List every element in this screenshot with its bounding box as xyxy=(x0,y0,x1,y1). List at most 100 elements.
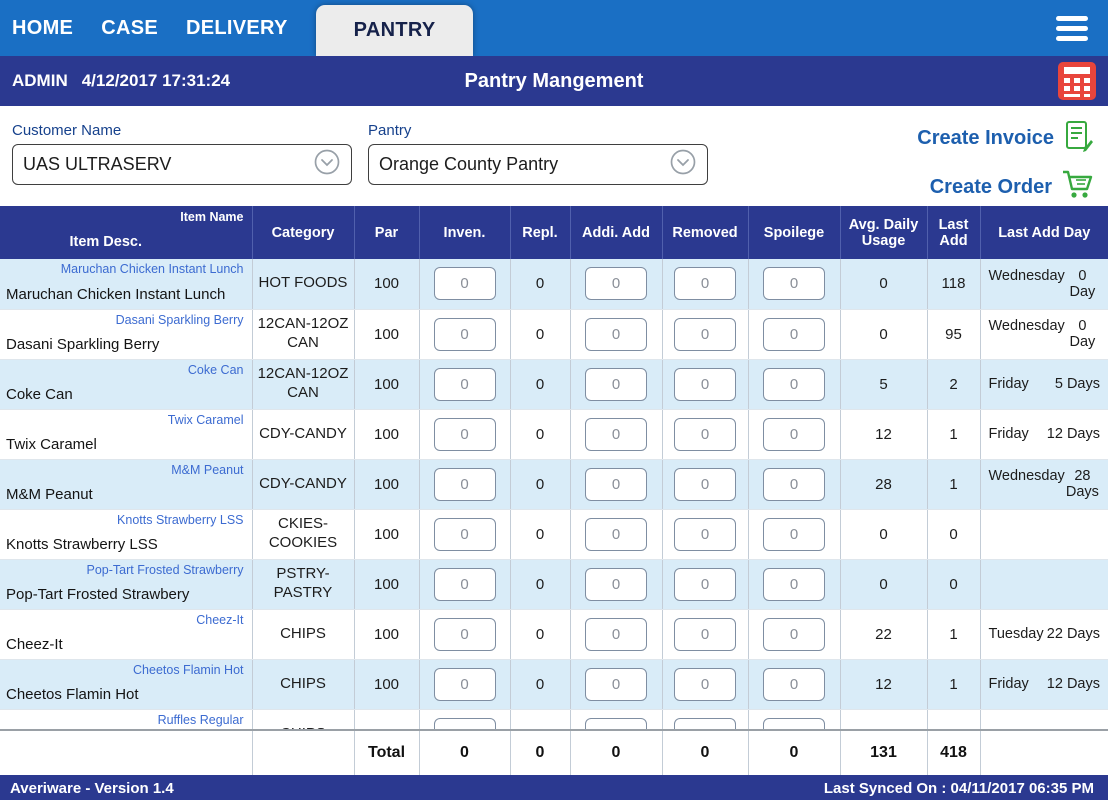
inven-cell xyxy=(419,259,511,310)
par-cell: 100 xyxy=(354,309,420,360)
calculator-icon[interactable] xyxy=(1058,62,1096,105)
last-synced-label: Last Synced On : 04/11/2017 06:35 PM xyxy=(823,779,1094,797)
spoilege-input[interactable] xyxy=(763,717,825,729)
spoilege-input[interactable] xyxy=(763,317,825,351)
day-name: Friday xyxy=(988,426,1029,442)
removed-input[interactable] xyxy=(674,667,736,701)
day-count: 22 Days xyxy=(1046,626,1100,642)
inven-input[interactable] xyxy=(433,517,496,551)
col-item: Item Name Item Desc. xyxy=(0,206,253,259)
inven-input[interactable] xyxy=(433,617,496,651)
inven-cell xyxy=(419,409,511,460)
table-row: Twix Caramel Twix Caramel CDY-CANDY 100 … xyxy=(0,409,1108,460)
category-cell: 12CAN-12OZ CAN xyxy=(252,359,355,410)
create-order-label: Create Order xyxy=(929,176,1052,198)
category-cell: CHIPS xyxy=(252,659,355,710)
day-name: Wednesday xyxy=(988,267,1065,284)
repl-cell: 0 xyxy=(510,609,571,660)
last-add-cell: 118 xyxy=(927,259,981,310)
inven-input[interactable] xyxy=(433,717,496,729)
removed-input[interactable] xyxy=(674,367,736,401)
day-count: 12 Days xyxy=(1046,676,1100,692)
addi-add-input[interactable] xyxy=(585,417,647,451)
table-row: Cheetos Flamin Hot Cheetos Flamin Hot CH… xyxy=(0,659,1108,710)
addi-add-input[interactable] xyxy=(585,667,647,701)
table-scroll-area[interactable]: Maruchan Chicken Instant Lunch Maruchan … xyxy=(0,259,1108,729)
inven-input[interactable] xyxy=(433,667,496,701)
inven-input[interactable] xyxy=(433,417,496,451)
spoilege-input[interactable] xyxy=(763,417,825,451)
admin-label: ADMIN xyxy=(12,71,68,90)
addi-add-input[interactable] xyxy=(585,517,647,551)
inven-input[interactable] xyxy=(433,267,496,301)
tab-delivery[interactable]: DELIVERY xyxy=(185,16,288,39)
spoilege-input[interactable] xyxy=(763,267,825,301)
category-cell: CHIPS xyxy=(252,609,355,660)
last-add-cell: 95 xyxy=(927,309,981,360)
spoilege-cell xyxy=(748,409,841,460)
spoilege-input[interactable] xyxy=(763,617,825,651)
create-order-button[interactable]: Create Order xyxy=(930,170,1094,205)
addi-add-cell xyxy=(570,409,663,460)
total-repl: 0 xyxy=(510,729,571,775)
addi-add-input[interactable] xyxy=(585,317,647,351)
removed-input[interactable] xyxy=(674,267,736,301)
removed-cell xyxy=(662,709,749,729)
removed-input[interactable] xyxy=(674,717,736,729)
spoilege-cell xyxy=(748,309,841,360)
table-row: Ruffles Regular Ruffles Regular CHIPS 10… xyxy=(0,709,1108,729)
spoilege-input[interactable] xyxy=(763,367,825,401)
tab-home[interactable]: HOME xyxy=(12,16,74,39)
addi-add-input[interactable] xyxy=(585,617,647,651)
inven-input[interactable] xyxy=(433,367,496,401)
addi-add-input[interactable] xyxy=(585,717,647,729)
spoilege-cell xyxy=(748,559,841,610)
total-avg-daily-usage: 131 xyxy=(840,729,928,775)
inven-input[interactable] xyxy=(433,317,496,351)
last-add-day-cell xyxy=(980,709,1108,729)
spoilege-input[interactable] xyxy=(763,467,825,501)
footer-bar: Averiware - Version 1.4 Last Synced On :… xyxy=(0,775,1108,800)
customer-dropdown[interactable]: UAS ULTRASERV xyxy=(12,144,352,185)
category-cell: PSTRY-PASTRY xyxy=(252,559,355,610)
tab-case[interactable]: CASE xyxy=(101,16,158,39)
item-cell: Twix Caramel Twix Caramel xyxy=(0,409,253,460)
removed-input[interactable] xyxy=(674,317,736,351)
table-row: Cheez-It Cheez-It CHIPS 100 0 22 1 Tuesd… xyxy=(0,609,1108,660)
removed-input[interactable] xyxy=(674,517,736,551)
pantry-dropdown[interactable]: Orange County Pantry xyxy=(368,144,708,185)
create-invoice-button[interactable]: Create Invoice xyxy=(917,120,1094,157)
removed-input[interactable] xyxy=(674,417,736,451)
pantry-table-body: Maruchan Chicken Instant Lunch Maruchan … xyxy=(0,259,1108,729)
spoilege-input[interactable] xyxy=(763,567,825,601)
spoilege-input[interactable] xyxy=(763,517,825,551)
removed-input[interactable] xyxy=(674,567,736,601)
total-item-cell xyxy=(0,729,253,775)
spoilege-cell xyxy=(748,459,841,510)
version-label: Averiware - Version 1.4 xyxy=(10,779,174,797)
last-add-day-cell: Friday 5 Days xyxy=(980,359,1108,410)
last-add-day-cell: Friday 12 Days xyxy=(980,409,1108,460)
repl-cell: 0 xyxy=(510,309,571,360)
menu-icon[interactable] xyxy=(1056,15,1088,41)
inven-input[interactable] xyxy=(433,567,496,601)
spoilege-input[interactable] xyxy=(763,667,825,701)
total-last-add: 418 xyxy=(927,729,981,775)
inven-input[interactable] xyxy=(433,467,496,501)
removed-cell xyxy=(662,509,749,560)
addi-add-input[interactable] xyxy=(585,267,647,301)
day-count: 28 Days xyxy=(1065,468,1099,500)
tab-pantry[interactable]: PANTRY xyxy=(315,5,474,56)
inven-cell xyxy=(419,359,511,410)
removed-input[interactable] xyxy=(674,467,736,501)
repl-cell: 0 xyxy=(510,459,571,510)
addi-add-input[interactable] xyxy=(585,567,647,601)
last-add-day-cell: Tuesday 22 Days xyxy=(980,609,1108,660)
removed-input[interactable] xyxy=(674,617,736,651)
par-cell: 100 xyxy=(354,709,420,729)
addi-add-input[interactable] xyxy=(585,367,647,401)
item-cell: Cheetos Flamin Hot Cheetos Flamin Hot xyxy=(0,659,253,710)
last-add-day-cell: Friday 12 Days xyxy=(980,659,1108,710)
addi-add-input[interactable] xyxy=(585,467,647,501)
removed-cell xyxy=(662,259,749,310)
